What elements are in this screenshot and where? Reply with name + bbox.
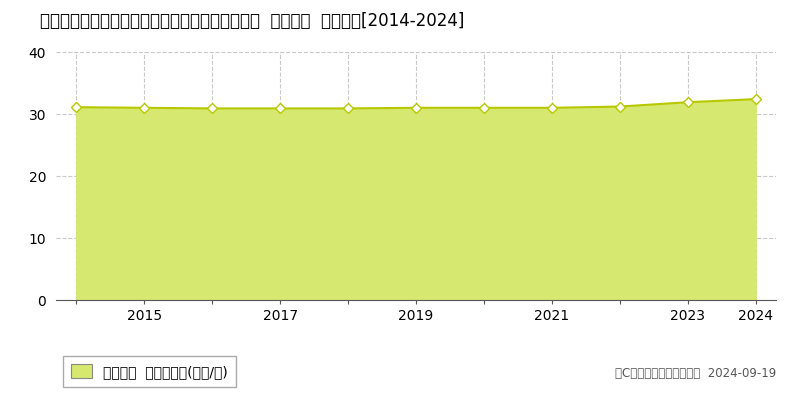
Text: 愛知県西春日井郡豊山町大字豊場字若宮６３番４  基準地価  地価推移[2014-2024]: 愛知県西春日井郡豊山町大字豊場字若宮６３番４ 基準地価 地価推移[2014-20… (40, 12, 464, 30)
Text: （C）土地価格ドットコム  2024-09-19: （C）土地価格ドットコム 2024-09-19 (614, 367, 776, 380)
Legend: 基準地価  平均坪単価(万円/坪): 基準地価 平均坪単価(万円/坪) (63, 356, 236, 387)
